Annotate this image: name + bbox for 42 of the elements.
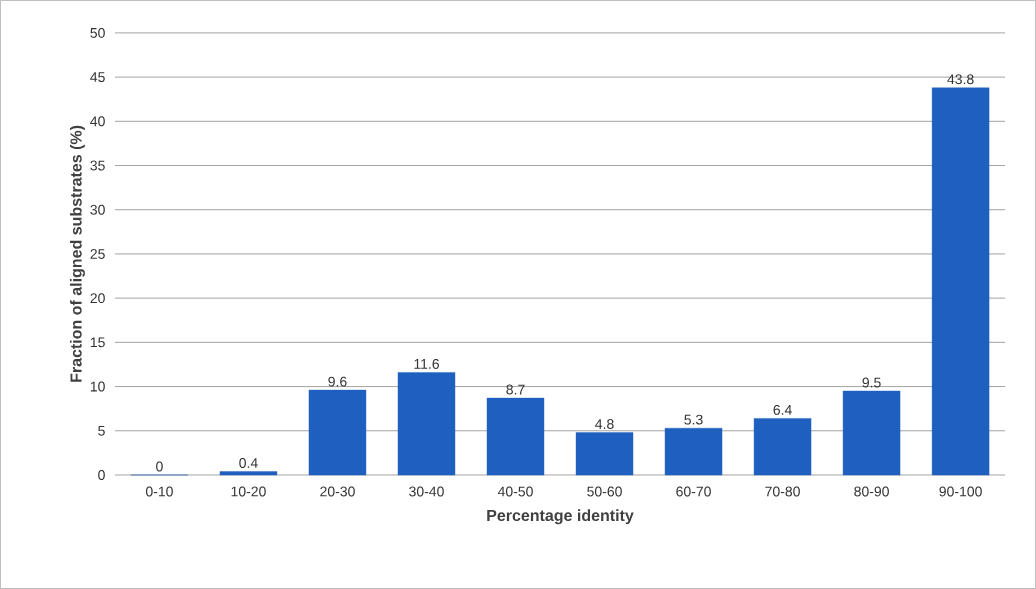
x-axis-title: Percentage identity — [487, 509, 634, 525]
y-tick-label: 40 — [90, 116, 105, 127]
y-tick-label: 45 — [90, 72, 105, 83]
bar — [753, 418, 812, 476]
bar — [664, 427, 723, 476]
data-label: 9.5 — [862, 377, 881, 388]
y-axis-title: Fraction of aligned substrates (%) — [69, 125, 85, 382]
bar — [308, 389, 367, 476]
x-tick-label: 10-20 — [231, 486, 266, 497]
y-tick-label: 20 — [90, 293, 105, 304]
x-tick-label: 20-30 — [320, 486, 355, 497]
y-tick-label: 25 — [90, 249, 105, 259]
y-tick-label: 35 — [90, 160, 105, 171]
x-tick-label: 30-40 — [409, 486, 444, 497]
data-label: 9.6 — [328, 376, 347, 387]
data-label: 0 — [156, 461, 163, 472]
y-tick-label: 15 — [90, 337, 105, 348]
data-label: 8.7 — [506, 384, 525, 395]
data-label: 43.8 — [947, 74, 974, 85]
y-tick-label: 50 — [90, 27, 105, 38]
data-label: 6.4 — [773, 404, 792, 415]
x-tick-label: 60-70 — [676, 486, 711, 497]
bar — [842, 390, 901, 476]
x-tick-label: 70-80 — [765, 486, 800, 497]
bar — [219, 471, 278, 476]
bar — [397, 372, 456, 476]
x-tick-label: 40-50 — [497, 486, 533, 497]
y-tick-label: 30 — [90, 204, 105, 215]
x-tick-label: 50-60 — [587, 486, 622, 497]
data-label: 5.3 — [684, 414, 703, 425]
x-tick-label: 80-90 — [854, 486, 889, 497]
bar — [486, 397, 545, 476]
x-tick-label: 90-100 — [939, 486, 982, 497]
data-label: 11.6 — [414, 359, 439, 369]
bar — [931, 87, 990, 476]
y-tick-label: 5 — [98, 425, 105, 436]
data-label: 0.4 — [239, 458, 258, 468]
x-tick-label: 0-10 — [145, 486, 173, 497]
y-tick-label: 10 — [90, 381, 105, 392]
y-tick-label: 0 — [98, 470, 105, 480]
data-label: 4.8 — [595, 419, 614, 430]
bar — [575, 432, 634, 476]
